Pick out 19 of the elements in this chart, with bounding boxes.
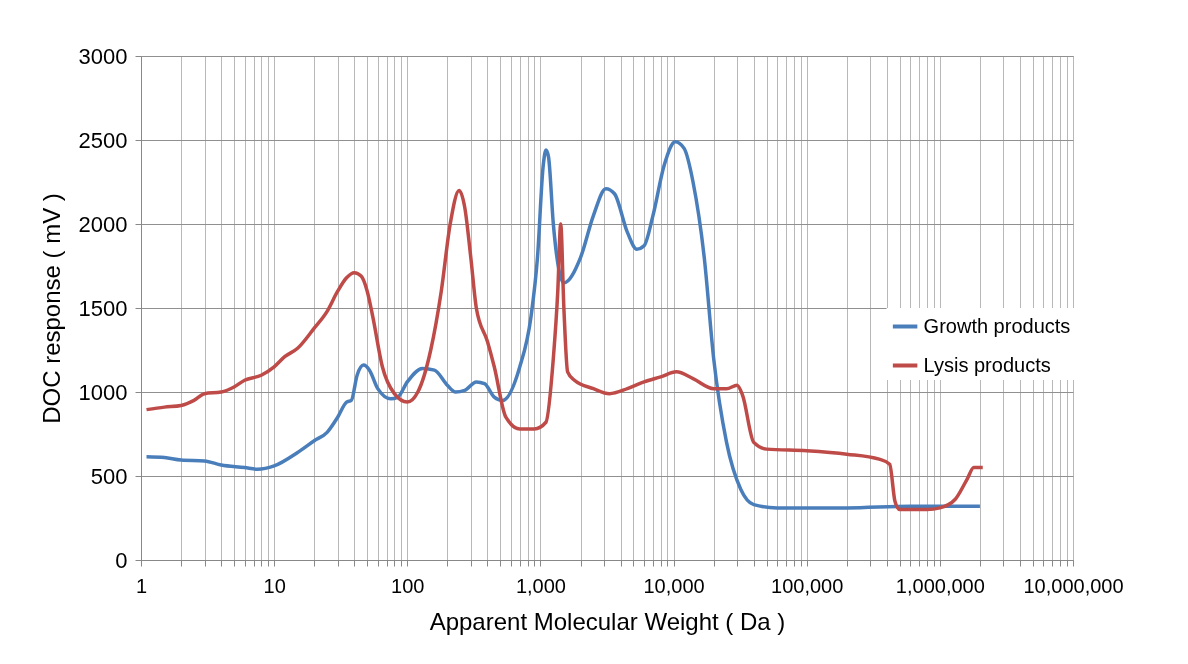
y-axis-title: DOC response ( mV ) <box>37 193 65 424</box>
y-tick-label: 500 <box>90 463 128 489</box>
x-tick-label: 1 <box>135 574 148 597</box>
y-tick-label: 0 <box>115 547 128 573</box>
x-tick-label: 1,000 <box>515 574 566 597</box>
x-tick-label: 100,000 <box>771 574 844 597</box>
y-tick-label: 1500 <box>78 295 128 321</box>
x-tick-label: 100 <box>391 574 425 597</box>
x-tick-label: 10 <box>263 574 286 597</box>
x-tick-label: 10,000 <box>643 574 705 597</box>
y-tick-label: 3000 <box>78 43 128 69</box>
y-tick-label: 2000 <box>78 211 128 237</box>
x-tick-label: 10,000,000 <box>1023 574 1124 597</box>
legend-label: Growth products <box>923 314 1071 337</box>
legend-label: Lysis products <box>923 353 1051 376</box>
y-tick-label: 1000 <box>78 379 128 405</box>
x-tick-label: 1,000,000 <box>895 574 985 597</box>
x-axis-title: Apparent Molecular Weight ( Da ) <box>429 607 786 635</box>
y-tick-label: 2500 <box>78 127 128 153</box>
